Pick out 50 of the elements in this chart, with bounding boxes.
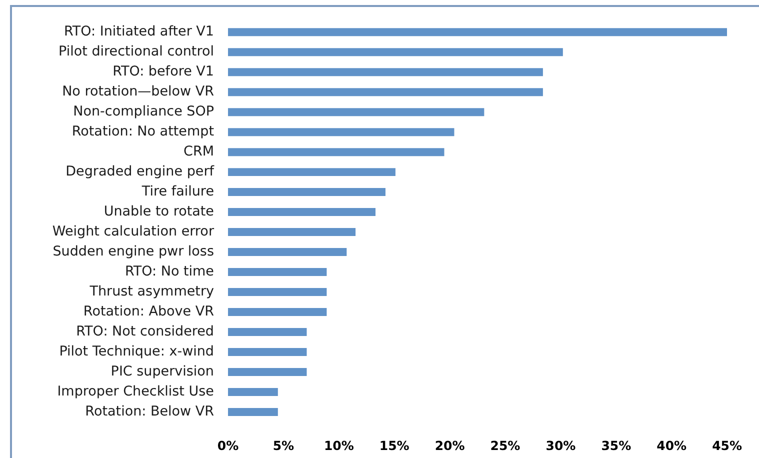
bar [228,228,356,236]
bar [228,248,347,256]
bar [228,108,484,116]
y-tick-label: Non-compliance SOP [73,104,214,120]
y-tick-label: No rotation—below VR [62,84,214,100]
x-tick-label: 15% [379,438,410,453]
x-tick-label: 40% [656,438,688,453]
y-tick-label: Pilot directional control [58,44,214,60]
bar [228,68,543,76]
y-tick-label: RTO: No time [124,264,214,280]
bar [228,208,376,216]
y-tick-label: PIC supervision [110,364,214,380]
x-tick-label: 45% [712,438,742,453]
x-tick-label: 5% [272,438,295,453]
y-tick-label: Rotation: Above VR [83,304,214,320]
bar [228,348,307,356]
y-tick-label: CRM [184,144,214,160]
y-tick-label: Pilot Technique: x-wind [59,344,214,360]
bar [228,88,543,96]
bar [228,368,307,376]
x-tick-label: 35% [601,438,632,453]
bar [228,188,386,196]
y-tick-label: RTO: before V1 [112,64,214,80]
bar [228,28,728,36]
x-tick-label: 0% [217,438,240,453]
bar [228,408,278,416]
bar [228,48,563,56]
y-tick-label: Degraded engine perf [66,164,216,180]
y-tick-label: Sudden engine pwr loss [52,244,214,260]
y-tick-label: RTO: Initiated after V1 [64,24,214,40]
y-tick-label: Thrust asymmetry [88,284,214,300]
y-tick-label: Weight calculation error [52,224,214,240]
bar [228,268,327,276]
bar [228,148,444,156]
bar [228,308,327,316]
y-tick-label: RTO: Not considered [76,324,214,340]
y-tick-label: Improper Checklist Use [57,384,214,400]
bar [228,168,396,176]
bar [228,388,278,396]
bar [228,128,454,136]
bar [228,328,307,336]
y-tick-label: Tire failure [140,184,214,200]
y-tick-label: Rotation: Below VR [85,404,214,420]
x-tick-label: 20% [434,438,466,453]
y-tick-label: Unable to rotate [104,204,214,220]
x-tick-label: 25% [490,438,521,453]
x-tick-label: 10% [324,438,354,453]
y-tick-label: Rotation: No attempt [72,124,214,140]
bar [228,288,327,296]
x-tick-label: 30% [546,438,576,453]
